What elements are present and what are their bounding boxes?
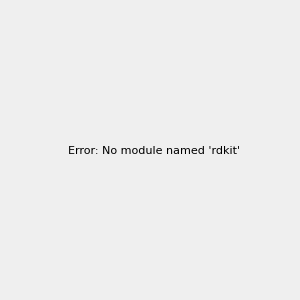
Text: Error: No module named 'rdkit': Error: No module named 'rdkit' (68, 146, 240, 157)
